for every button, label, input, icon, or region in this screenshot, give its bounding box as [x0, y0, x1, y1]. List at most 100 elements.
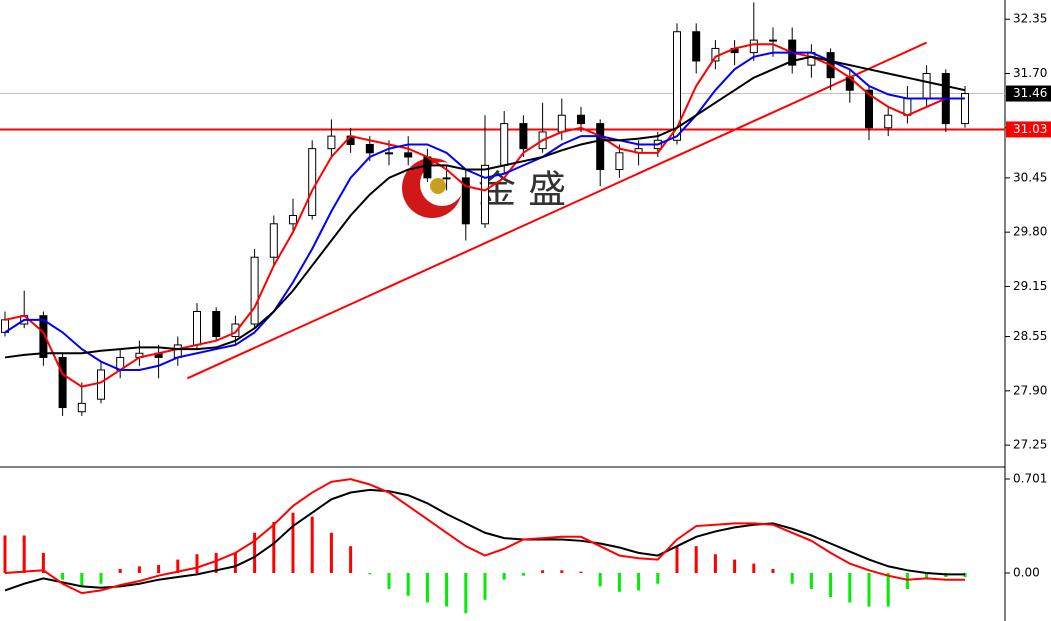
histogram-bar — [176, 559, 180, 573]
histogram-bar — [272, 522, 276, 573]
histogram-bar — [41, 552, 45, 573]
histogram-bar — [790, 572, 794, 584]
histogram-bar — [675, 546, 679, 573]
histogram-bar — [61, 572, 65, 580]
histogram-bar — [137, 566, 141, 573]
candle-body — [423, 156, 432, 179]
candle-body — [557, 114, 566, 133]
candle-body — [193, 311, 201, 346]
histogram-bar — [329, 532, 333, 573]
histogram-bar — [752, 563, 756, 573]
candle-body — [481, 164, 489, 225]
histogram-bar — [694, 546, 698, 573]
candle-body — [173, 344, 182, 358]
candle-body — [577, 114, 585, 125]
y-tick-label: 28.55 — [1013, 329, 1047, 343]
candle-body — [404, 152, 413, 158]
histogram-bar — [560, 570, 564, 573]
histogram-bar — [905, 572, 909, 590]
candle-body — [961, 93, 969, 125]
histogram-bar — [886, 572, 890, 607]
candle-body — [865, 89, 873, 129]
histogram-bar — [349, 546, 353, 573]
histogram-bar — [733, 559, 737, 573]
histogram-bar — [233, 552, 237, 573]
candle-body — [365, 143, 374, 154]
signal-line — [4, 488, 965, 592]
candle-body — [77, 402, 86, 413]
candle-body — [289, 214, 297, 225]
y-tick-label: 27.25 — [1013, 438, 1047, 452]
moving-average — [4, 43, 965, 388]
moving-average — [4, 55, 966, 359]
histogram-bar — [925, 572, 929, 579]
histogram-bar — [598, 572, 602, 587]
histogram-bar — [656, 572, 660, 584]
candle-body — [250, 256, 259, 325]
watermark: 金 盛 — [478, 168, 566, 212]
histogram-bar — [406, 572, 410, 596]
histogram-bar — [464, 572, 468, 614]
histogram-bar — [291, 512, 295, 573]
histogram-bar — [3, 535, 7, 573]
histogram-bar — [521, 572, 525, 576]
macd-line — [4, 478, 965, 595]
histogram-bar — [445, 572, 449, 607]
price-label: 31.03 — [1013, 122, 1047, 136]
histogram-bar — [848, 572, 852, 603]
candle-body — [461, 177, 470, 225]
histogram-bar — [253, 532, 257, 573]
candle-body — [500, 123, 509, 166]
candle-body — [903, 98, 912, 116]
moving-average — [4, 51, 965, 371]
candle-body — [596, 123, 605, 171]
y-tick-label: 30.45 — [1013, 170, 1047, 184]
candle-body — [519, 123, 528, 150]
candle-body — [308, 148, 317, 216]
candle-body — [673, 31, 681, 141]
candle-body — [922, 72, 931, 100]
histogram-bar — [425, 572, 429, 603]
candle-body — [39, 315, 48, 358]
histogram-bar — [80, 572, 84, 587]
histogram-bar — [502, 572, 506, 580]
histogram-bar — [387, 572, 391, 590]
histogram-bar — [99, 572, 103, 584]
y-tick-label: 31.70 — [1013, 66, 1047, 80]
current-label: 31.46 — [1013, 86, 1047, 100]
histogram-bar — [541, 570, 545, 573]
trendline — [186, 41, 928, 380]
candle-body — [749, 39, 758, 54]
histogram-bar — [157, 564, 161, 573]
candle-body — [212, 311, 221, 338]
candle-body — [231, 323, 240, 338]
candle-body — [269, 223, 278, 258]
histogram-bar — [867, 572, 871, 607]
candle-body — [97, 369, 105, 400]
y-tick-label: 0.00 — [1013, 565, 1040, 579]
histogram-bar — [118, 568, 122, 573]
candle-body — [442, 177, 451, 180]
candle-body — [769, 39, 777, 42]
histogram-bar — [771, 568, 775, 573]
histogram-bar — [195, 554, 199, 573]
candle-body — [385, 152, 393, 155]
y-tick-label: 29.15 — [1013, 279, 1047, 293]
histogram-bar — [713, 554, 717, 573]
candle-body — [58, 356, 67, 409]
histogram-bar — [22, 535, 26, 573]
y-tick-label: 32.35 — [1013, 12, 1047, 26]
histogram-bar — [483, 572, 487, 600]
histogram-bar — [214, 552, 218, 573]
candle-body — [327, 135, 336, 150]
current-label-box — [1006, 85, 1051, 102]
histogram-bar — [310, 516, 314, 573]
histogram-bar — [637, 572, 641, 591]
candle-body — [692, 31, 701, 62]
candle-body — [615, 152, 624, 171]
y-tick-label: 0.701 — [1013, 471, 1047, 485]
histogram-bar — [579, 571, 583, 573]
price-label-box — [1006, 121, 1051, 138]
y-tick-label: 27.90 — [1013, 383, 1047, 397]
